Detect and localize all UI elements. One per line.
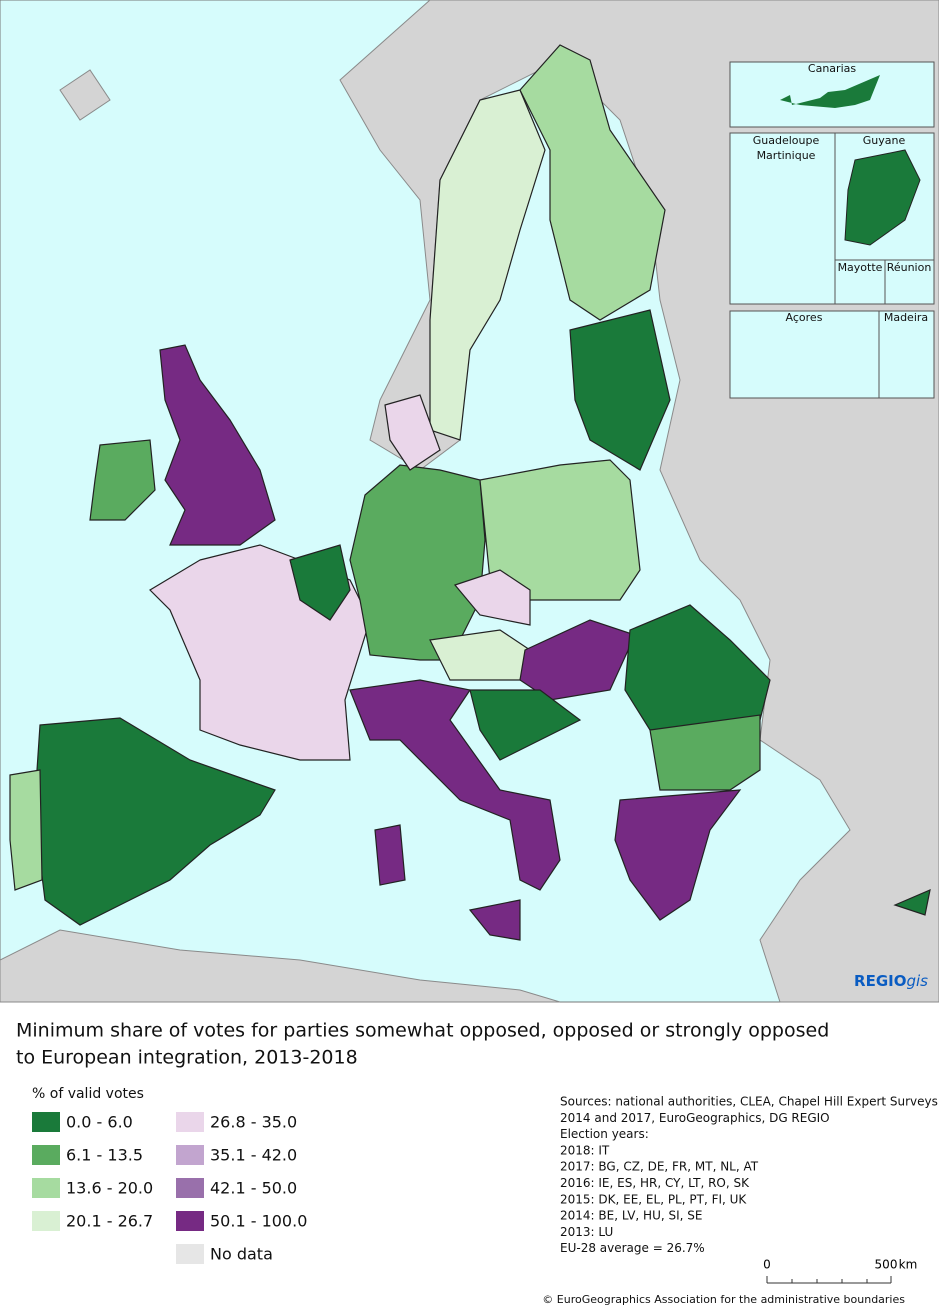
copyright: © EuroGeographics Association for the ad…	[542, 1293, 905, 1306]
logo-bold: REGIO	[854, 972, 906, 990]
legend-swatch	[32, 1211, 60, 1231]
legend-label: No data	[210, 1245, 273, 1264]
inset-box	[878, 310, 935, 399]
legend-label: 6.1 - 13.5	[66, 1146, 143, 1165]
logo: REGIOgis	[854, 972, 928, 990]
source-line: Sources: national authorities, CLEA, Cha…	[560, 1095, 938, 1109]
inset-label: Martinique	[757, 149, 816, 162]
source-line: Election years:	[560, 1127, 649, 1141]
inset-label: Madeira	[884, 311, 928, 324]
legend-label: 13.6 - 20.0	[66, 1179, 153, 1198]
legend-swatch	[176, 1211, 204, 1231]
inset-label: Canarias	[808, 62, 856, 75]
source-line: 2018: IT	[560, 1143, 610, 1157]
source-line: 2016: IE, ES, HR, CY, LT, RO, SK	[560, 1176, 750, 1190]
inset-label: Réunion	[887, 261, 932, 274]
inset-label: Açores	[786, 311, 823, 324]
title-line: to European integration, 2013-2018	[16, 1047, 358, 1069]
legend-swatch	[32, 1178, 60, 1198]
legend-label: 42.1 - 50.0	[210, 1179, 297, 1198]
legend-swatch	[176, 1178, 204, 1198]
scale-bar: 0 500 km	[763, 1258, 917, 1284]
legend-swatch	[176, 1145, 204, 1165]
source-line: 2015: DK, EE, EL, PL, PT, FI, UK	[560, 1192, 747, 1206]
source-line: 2017: BG, CZ, DE, FR, MT, NL, AT	[560, 1160, 759, 1174]
source-line: EU-28 average = 26.7%	[560, 1241, 705, 1255]
scale-unit: km	[899, 1258, 918, 1272]
legend-label: 20.1 - 26.7	[66, 1212, 153, 1231]
legend-label: 26.8 - 35.0	[210, 1113, 297, 1132]
source-line: 2014 and 2017, EuroGeographics, DG REGIO	[560, 1111, 830, 1125]
inset-box	[834, 259, 886, 305]
scale-label: 0	[763, 1258, 771, 1272]
legend-swatch	[176, 1244, 204, 1264]
legend: 0.0 - 6.0 6.1 - 13.5 13.6 - 20.0 20.1 - 26.…	[32, 1112, 307, 1264]
inset-label: Guadeloupe	[753, 134, 820, 147]
legend-label: 0.0 - 6.0	[66, 1113, 133, 1132]
legend-swatch	[32, 1112, 60, 1132]
inset-box	[884, 259, 935, 305]
source-line: 2013: LU	[560, 1225, 613, 1239]
legend-swatch	[32, 1145, 60, 1165]
title-line: Minimum share of votes for parties somew…	[16, 1020, 829, 1042]
inset-label: Mayotte	[838, 261, 883, 274]
scale-label: 500	[875, 1258, 898, 1272]
inset-label: Guyane	[863, 134, 906, 147]
source-line: 2014: BE, LV, HU, SI, SE	[560, 1209, 702, 1223]
logo-italic: gis	[906, 972, 928, 990]
legend-label: 35.1 - 42.0	[210, 1146, 297, 1165]
legend-swatch	[176, 1112, 204, 1132]
sources: Sources: national authorities, CLEA, Cha…	[560, 1095, 938, 1256]
legend-label: 50.1 - 100.0	[210, 1212, 307, 1231]
inset-box	[729, 132, 836, 305]
legend-title: % of valid votes	[32, 1086, 144, 1102]
map-regions	[9, 44, 931, 941]
insets: Canarias Guadeloupe Martinique Guyane Ma…	[729, 61, 935, 399]
inset-box	[729, 310, 880, 399]
